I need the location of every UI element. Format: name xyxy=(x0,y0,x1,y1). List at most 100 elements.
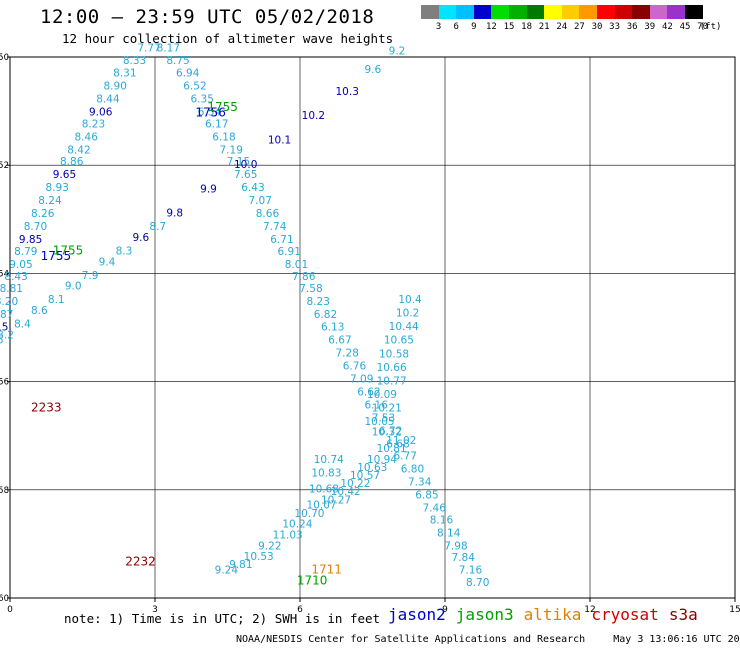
swh-value: 8.20 xyxy=(0,296,18,308)
swh-value: 8.43 xyxy=(4,271,27,283)
swh-value: 10.0 xyxy=(234,159,257,171)
pass-time-label: 2233 xyxy=(31,400,62,414)
swh-value: 8.93 xyxy=(46,182,69,194)
color-swatch xyxy=(544,5,562,19)
swh-value: 10.05 xyxy=(365,416,395,428)
swh-value: 10.07 xyxy=(307,500,337,512)
swh-value: 10.1 xyxy=(268,135,291,147)
satellite-legend-jason3: jason3 xyxy=(455,605,514,624)
swh-value: 10.09 xyxy=(367,389,397,401)
swh-value: 7.86 xyxy=(292,271,316,283)
satellite-legend-cryosat: cryosat xyxy=(591,605,659,624)
swh-value: 6.13 xyxy=(321,322,344,334)
swh-value: 8.33 xyxy=(123,55,146,67)
color-swatch xyxy=(561,5,580,19)
swh-value: 6.77 xyxy=(394,451,417,463)
color-swatch-label: 70 xyxy=(697,22,709,32)
swh-value: 10.53 xyxy=(244,551,274,563)
color-swatch-label: 24 xyxy=(556,22,568,32)
swh-value: 7.46 xyxy=(423,502,447,514)
y-tick-label: -52 xyxy=(0,161,9,171)
swh-value: 11.02 xyxy=(386,435,416,447)
swh-value: 6.68 xyxy=(386,439,409,451)
x-tick-label: 12 xyxy=(584,605,595,615)
swh-value: 10.63 xyxy=(357,462,387,474)
swh-value: 8.7 xyxy=(149,221,166,233)
swh-value: 6.80 xyxy=(401,463,424,475)
swh-value: 7.15 xyxy=(227,156,250,168)
swh-value: 7.98 xyxy=(444,540,467,552)
swh-value: 8.23 xyxy=(307,296,330,308)
swh-value: 7.58 xyxy=(299,283,322,295)
swh-value: 8.87 xyxy=(0,309,13,321)
swh-value: 6.52 xyxy=(183,80,206,92)
x-tick-label: 15 xyxy=(729,605,740,615)
y-tick-label: -50 xyxy=(0,53,9,63)
swh-value: 10.70 xyxy=(294,508,324,520)
color-swatch-label: 36 xyxy=(626,22,638,32)
satellite-legend-altika: altika xyxy=(523,605,582,624)
swh-value: 8.31 xyxy=(113,67,136,79)
swh-value: 9.22 xyxy=(258,540,281,552)
swh-value: 9.2 xyxy=(389,45,406,57)
swh-value: 7.09 xyxy=(350,374,373,386)
swh-value: 8.66 xyxy=(256,208,280,220)
y-tick-label: -56 xyxy=(0,378,9,388)
swh-value: 10.81 xyxy=(377,443,407,455)
swh-value: 11.03 xyxy=(273,529,303,541)
x-tick-label: 6 xyxy=(297,605,303,615)
pass-time-label: 1755 xyxy=(207,100,238,114)
satellite-legend-jason2: jason2 xyxy=(388,605,446,624)
swh-value: 8.17 xyxy=(157,43,180,55)
swh-value: 9.15 xyxy=(0,322,8,334)
color-legend xyxy=(421,5,703,19)
agency-credit: NOAA/NESDIS Center for Satellite Applica… xyxy=(236,634,586,645)
swh-value: 9.6 xyxy=(365,64,382,76)
color-swatch xyxy=(684,5,703,19)
color-swatch xyxy=(438,5,457,19)
x-tick-label: 0 xyxy=(7,605,13,615)
pass-time-label: 2232 xyxy=(125,555,156,569)
swh-value: 6.18 xyxy=(212,131,235,143)
swh-value: 10.3 xyxy=(336,86,359,98)
swh-value: 9.85 xyxy=(19,234,42,246)
page-subtitle: 12 hour collection of altimeter wave hei… xyxy=(62,31,394,46)
color-swatch xyxy=(596,5,615,19)
swh-value: 10.2 xyxy=(302,110,325,122)
swh-value: 10.83 xyxy=(311,467,341,479)
x-tick-label: 3 xyxy=(152,605,158,615)
color-swatch xyxy=(491,5,509,19)
swh-value: 10.24 xyxy=(282,519,312,531)
swh-value: 8.79 xyxy=(14,246,37,258)
swh-value: 7.16 xyxy=(459,565,483,577)
swh-value: 6.17 xyxy=(205,118,228,130)
swh-value: 10.74 xyxy=(314,454,344,466)
swh-value: 6.62 xyxy=(357,387,380,399)
swh-value: 8.44 xyxy=(96,93,120,105)
color-swatch xyxy=(667,5,685,19)
swh-value: 10.65 xyxy=(384,335,414,347)
plot-frame xyxy=(9,56,736,599)
color-swatch-label: 12 xyxy=(485,22,497,32)
swh-value: 7.53 xyxy=(372,413,395,425)
swh-value: 10.4 xyxy=(398,294,422,306)
swh-value: 8.42 xyxy=(67,144,90,156)
swh-value: 9.6 xyxy=(133,232,150,244)
swh-value: 8.16 xyxy=(430,514,454,526)
swh-value: 7.74 xyxy=(263,221,287,233)
swh-value: 9.9 xyxy=(200,183,217,195)
pass-time-label: 1755 xyxy=(53,243,84,257)
swh-value: 10.58 xyxy=(379,348,409,360)
color-swatch-label: 3 xyxy=(435,22,442,32)
swh-value: 9.05 xyxy=(9,259,32,271)
page-title: 12:00 – 23:59 UTC 05/02/2018 xyxy=(40,6,375,28)
color-swatch xyxy=(614,5,633,19)
color-legend-labels: 3 6 9 12 15 18 21 24 27 30 33 36 39 42 45 70 (ft) xyxy=(421,22,740,34)
swh-value: 7.07 xyxy=(249,195,272,207)
satellite-legend-s3a: s3a xyxy=(668,605,698,624)
swh-value: 6.76 xyxy=(343,361,367,373)
satellite-legend: jason2 jason3 altika cryosat s3a xyxy=(388,605,708,624)
swh-value: 10.57 xyxy=(350,470,380,482)
swh-value: 6.35 xyxy=(191,93,214,105)
